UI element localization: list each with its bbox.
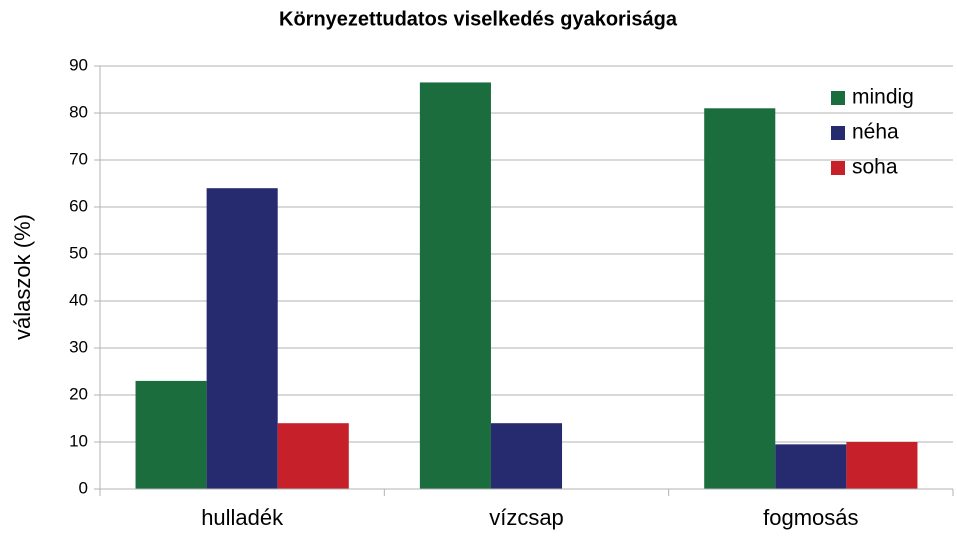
legend-swatch <box>831 91 845 105</box>
y-tick-label: 80 <box>69 102 88 121</box>
bar <box>846 442 918 489</box>
bar <box>135 380 207 489</box>
legend-swatch <box>831 126 845 140</box>
x-tick-label: vízcsap <box>489 505 564 530</box>
bar <box>206 188 278 489</box>
bar <box>704 108 776 490</box>
legend-label: néha <box>852 121 899 144</box>
y-tick-label: 20 <box>69 384 88 403</box>
legend-label: soha <box>852 156 898 179</box>
y-tick-label: 50 <box>69 243 88 262</box>
bar <box>419 82 491 489</box>
y-tick-label: 0 <box>79 478 88 497</box>
y-tick-label: 90 <box>69 55 88 74</box>
x-tick-label: hulladék <box>201 505 284 530</box>
bar <box>490 423 563 489</box>
bar <box>277 423 349 489</box>
y-axis-label: válaszok (%) <box>10 214 35 340</box>
chart-title: Környezettudatos viselkedés gyakorisága <box>279 8 678 30</box>
y-tick-label: 70 <box>69 149 88 168</box>
y-tick-label: 30 <box>69 337 88 356</box>
x-tick-label: fogmosás <box>763 505 858 530</box>
y-tick-label: 10 <box>69 431 88 450</box>
y-tick-label: 60 <box>69 196 88 215</box>
legend-label: mindig <box>852 86 914 109</box>
y-tick-label: 40 <box>69 290 88 309</box>
legend-swatch <box>831 161 845 175</box>
bar <box>775 444 847 489</box>
